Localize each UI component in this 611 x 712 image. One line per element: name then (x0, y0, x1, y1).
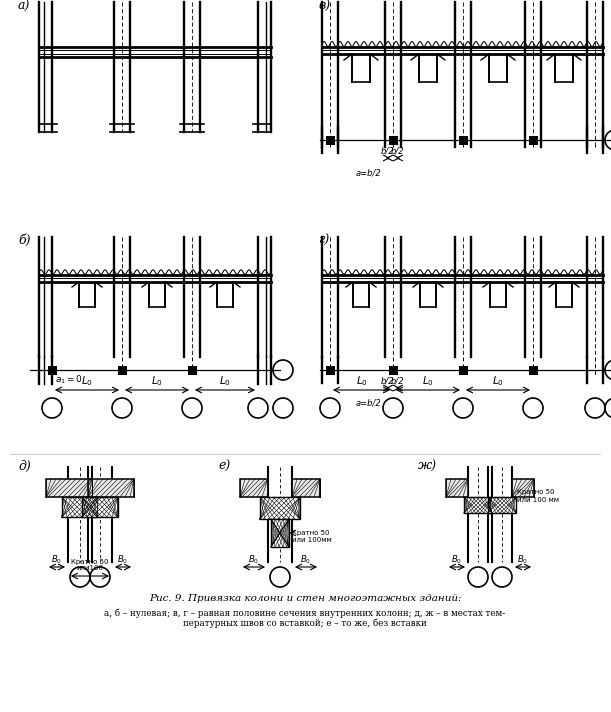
Bar (326, 135, 334, 145)
Text: или 100 мм: или 100 мм (517, 497, 559, 503)
Text: b/2: b/2 (391, 146, 405, 155)
Text: b/2: b/2 (381, 146, 395, 155)
Bar (62, 497, 98, 517)
Bar (529, 135, 538, 145)
Text: $B_0$: $B_0$ (249, 553, 260, 566)
Bar (446, 479, 468, 497)
Text: $L_0$: $L_0$ (81, 375, 93, 388)
Bar (389, 135, 398, 145)
Text: Рис. 9. Привязка колони и стен многоэтажных зданий:: Рис. 9. Привязка колони и стен многоэтаж… (148, 594, 461, 603)
Text: b/2: b/2 (391, 376, 405, 385)
Text: пературных швов со вставкой; е – то же, без вставки: пературных швов со вставкой; е – то же, … (183, 619, 427, 629)
Bar (389, 365, 398, 375)
Bar (464, 497, 492, 513)
Bar (458, 135, 467, 145)
Text: $L_0$: $L_0$ (422, 375, 434, 388)
Text: $a_1=0$: $a_1=0$ (55, 373, 83, 385)
Bar (240, 479, 268, 497)
Bar (326, 365, 334, 375)
Text: $L_0$: $L_0$ (492, 375, 504, 388)
Bar (512, 479, 534, 497)
Text: $B_0$: $B_0$ (301, 553, 312, 566)
Text: $B_0$: $B_0$ (452, 553, 463, 566)
Text: или 100мм: или 100мм (292, 537, 332, 543)
Text: Кратно 50: Кратно 50 (292, 530, 329, 536)
Bar (488, 497, 516, 513)
Bar (188, 365, 197, 375)
Text: $B_0$: $B_0$ (51, 553, 62, 566)
Text: или100: или100 (76, 565, 103, 571)
Text: е): е) (218, 460, 230, 473)
Text: ж): ж) (418, 460, 437, 473)
Text: a=b/2: a=b/2 (355, 398, 381, 407)
Text: a=b/2: a=b/2 (355, 168, 381, 177)
Bar (117, 365, 126, 375)
Text: а): а) (18, 0, 31, 13)
Text: $L_0$: $L_0$ (151, 375, 163, 388)
Bar (88, 479, 134, 497)
Bar (271, 519, 289, 547)
Text: $L_0$: $L_0$ (219, 375, 231, 388)
Bar (292, 479, 320, 497)
Text: Кратно 50: Кратно 50 (71, 559, 109, 565)
Text: д): д) (18, 460, 31, 473)
Text: а, б – нулевая; в, г – равная половине сечения внутренних колонн; д, ж – в места: а, б – нулевая; в, г – равная половине с… (104, 608, 506, 617)
Text: в): в) (318, 0, 330, 13)
Text: b/2: b/2 (381, 376, 395, 385)
Text: $B_0$: $B_0$ (518, 553, 529, 566)
Bar (260, 497, 300, 519)
Text: $B_0$: $B_0$ (117, 553, 128, 566)
Text: б): б) (18, 234, 31, 247)
Bar (529, 365, 538, 375)
Text: г): г) (318, 234, 329, 247)
Bar (82, 497, 118, 517)
Text: Кратно 50: Кратно 50 (517, 489, 555, 495)
Bar (46, 479, 92, 497)
Bar (458, 365, 467, 375)
Bar (48, 365, 56, 375)
Text: $L_0$: $L_0$ (356, 375, 367, 388)
